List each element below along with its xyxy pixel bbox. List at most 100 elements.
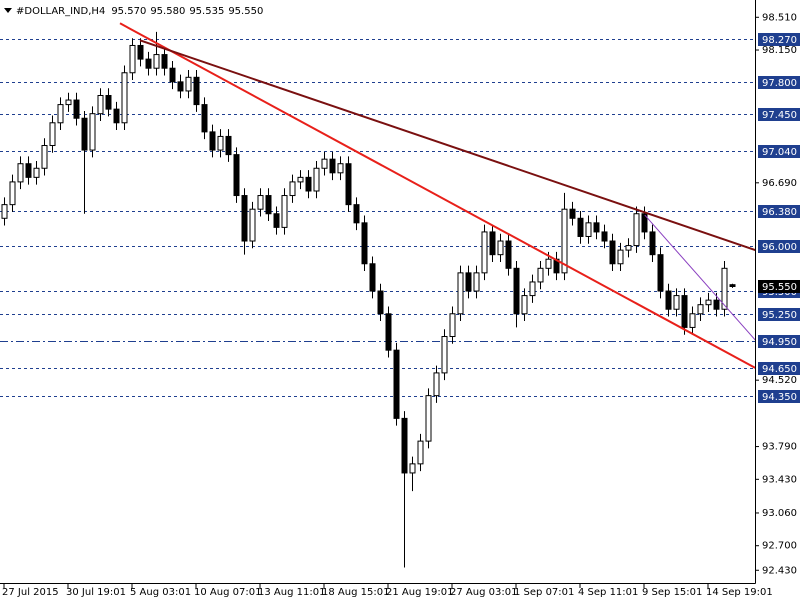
- level-price-label: 97.040: [762, 147, 797, 158]
- candle-body: [721, 267, 728, 310]
- candle-body: [281, 195, 288, 228]
- candle-body: [49, 122, 56, 147]
- x-tick-label: 13 Aug 11:01: [258, 587, 325, 598]
- y-tick-label: 93.430: [762, 474, 797, 485]
- candle-body: [633, 213, 640, 247]
- x-tick-label: 30 Jul 19:01: [66, 587, 126, 598]
- candle-body: [473, 272, 480, 292]
- candle-body: [641, 213, 648, 233]
- candle-body: [489, 231, 496, 256]
- candle-body: [545, 258, 552, 269]
- level-price-label: 95.250: [762, 310, 797, 321]
- candle-body: [233, 154, 240, 197]
- candle-body: [241, 195, 248, 242]
- trend-line: [644, 214, 756, 341]
- candle-body: [497, 240, 504, 256]
- level-price-label: 97.450: [762, 110, 797, 121]
- candle-body: [681, 295, 688, 328]
- candle-body: [113, 108, 120, 124]
- candle-body: [393, 349, 400, 419]
- level-price-box: [758, 335, 800, 348]
- candle-body: [137, 44, 144, 60]
- level-price-label: 96.000: [762, 242, 797, 253]
- y-tick-label: 98.150: [762, 45, 797, 56]
- candle-body: [689, 313, 696, 328]
- candle-body: [361, 222, 368, 265]
- x-tick-label: 10 Aug 07:01: [194, 587, 261, 598]
- candle-body: [169, 67, 176, 83]
- x-tick-label: 9 Sep 15:01: [642, 587, 702, 598]
- candle-body: [193, 76, 200, 106]
- candle-body: [673, 295, 680, 310]
- candle-body: [89, 113, 96, 151]
- candle-body: [649, 231, 656, 256]
- candle-body: [705, 299, 712, 306]
- y-tick-label: 92.700: [762, 541, 797, 552]
- candle-body: [529, 281, 536, 297]
- trend-line: [119, 22, 756, 369]
- candle-body: [337, 163, 344, 174]
- level-price-label: 94.950: [762, 337, 797, 348]
- candle-body: [81, 117, 88, 151]
- x-tick-label: 14 Sep 19:01: [706, 587, 773, 598]
- level-price-label: 94.650: [762, 364, 797, 375]
- candle-body: [385, 313, 392, 351]
- candle-body: [401, 417, 408, 474]
- candle-body: [505, 240, 512, 269]
- candle-body: [313, 167, 320, 192]
- candle-body: [521, 295, 528, 315]
- candle-body: [449, 313, 456, 338]
- candle-body: [201, 104, 208, 133]
- candle-body: [105, 94, 112, 110]
- y-tick-label: 96.690: [762, 178, 797, 189]
- chart-header: #DOLLAR_IND,H4 95.570 95.580 95.535 95.550: [16, 6, 263, 17]
- level-price-label: 96.380: [762, 207, 797, 218]
- x-tick-label: 18 Aug 15:01: [322, 587, 389, 598]
- candle-body: [409, 463, 416, 474]
- candle-body: [417, 440, 424, 465]
- candle-body: [353, 204, 360, 224]
- level-price-label: 94.350: [762, 392, 797, 403]
- candle-body: [57, 104, 64, 124]
- candle-body: [225, 135, 232, 156]
- candle-body: [209, 131, 216, 151]
- plot-area: [0, 22, 756, 568]
- low-value: 95.535: [189, 6, 224, 17]
- candle-body: [369, 263, 376, 292]
- candle-body: [609, 240, 616, 265]
- candle-body: [481, 231, 488, 274]
- y-tick-label: 93.060: [762, 508, 797, 519]
- level-price-label: 98.270: [762, 35, 797, 46]
- level-price-label: 97.800: [762, 78, 797, 89]
- candle-body: [33, 167, 40, 178]
- candle-body: [185, 76, 192, 92]
- symbol: #DOLLAR_IND,H4: [16, 6, 105, 17]
- candle-body: [593, 222, 600, 233]
- candle-body: [129, 44, 136, 74]
- candle-body: [713, 299, 720, 310]
- level-price-box: [758, 145, 800, 158]
- open-value: 95.570: [111, 6, 146, 17]
- level-price-box: [758, 362, 800, 375]
- current-price-label: 95.550: [762, 282, 797, 293]
- candle-body: [321, 158, 328, 169]
- candle-body: [161, 54, 168, 69]
- candle-body: [345, 163, 352, 206]
- close-value: 95.550: [228, 6, 263, 17]
- candle-body: [9, 181, 16, 206]
- x-tick-label: 21 Aug 19:01: [386, 587, 453, 598]
- candle-body: [273, 213, 280, 228]
- menu-triangle[interactable]: [4, 8, 12, 13]
- candle-body: [569, 208, 576, 219]
- candle-body: [425, 395, 432, 442]
- level-price-box: [758, 33, 800, 46]
- candle-body: [657, 254, 664, 292]
- level-price-box: [758, 308, 800, 321]
- level-price-box: [758, 240, 800, 253]
- candle-body: [65, 99, 72, 106]
- candle-body: [625, 245, 632, 251]
- candle-body: [257, 195, 264, 210]
- x-tick-label: 1 Sep 07:01: [514, 587, 574, 598]
